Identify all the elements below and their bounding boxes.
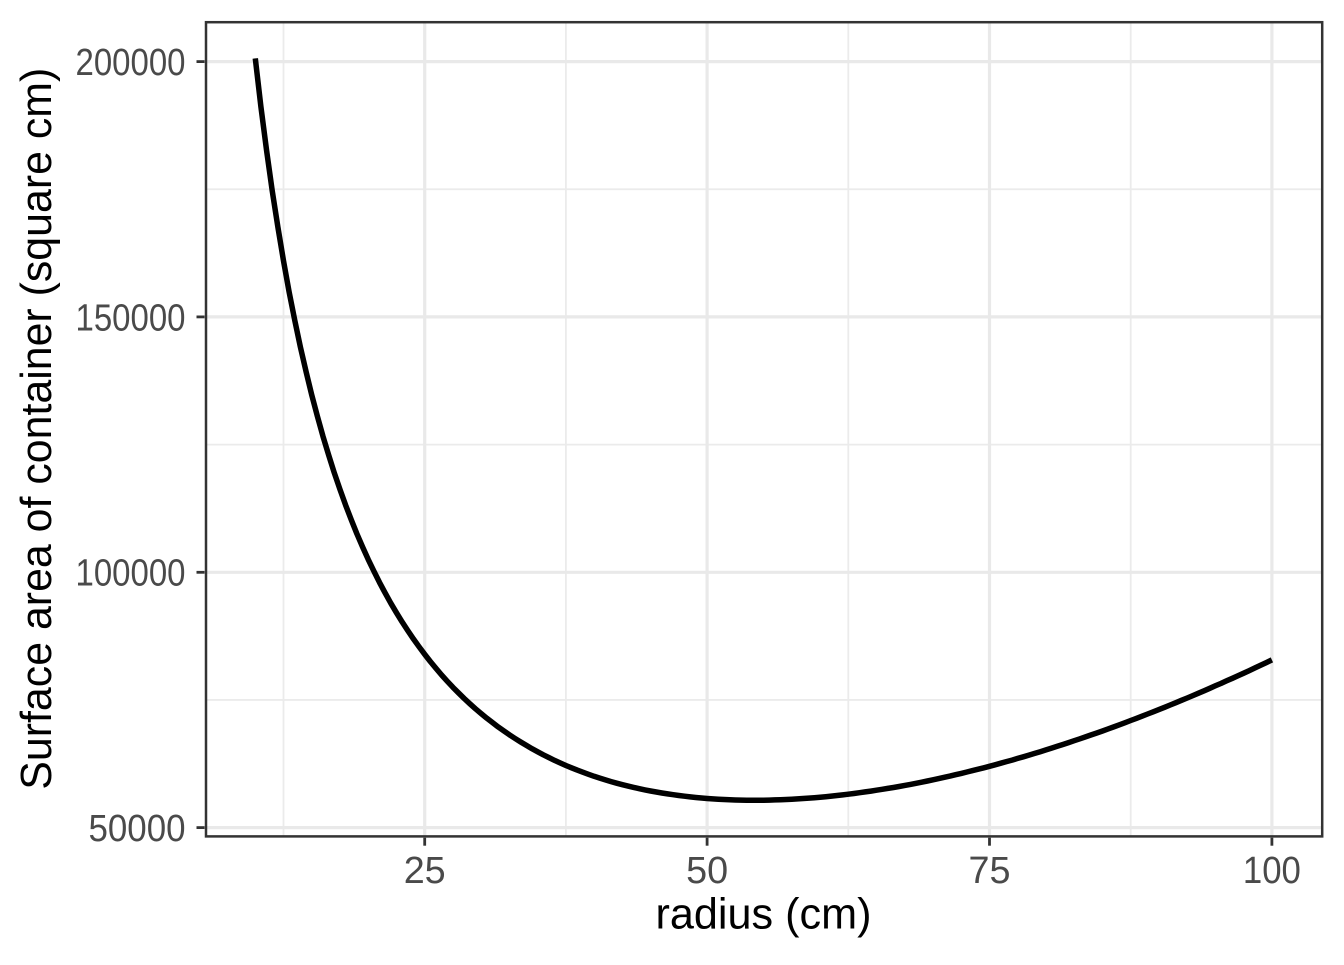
svg-text:radius (cm): radius (cm) xyxy=(656,890,872,939)
svg-text:25: 25 xyxy=(404,849,446,892)
svg-text:200000: 200000 xyxy=(76,41,186,84)
svg-text:50: 50 xyxy=(686,849,728,892)
svg-text:100000: 100000 xyxy=(76,552,186,595)
svg-text:Surface area of container (squ: Surface area of container (square cm) xyxy=(12,68,61,790)
svg-text:100: 100 xyxy=(1243,849,1301,892)
svg-text:150000: 150000 xyxy=(76,296,186,339)
svg-text:50000: 50000 xyxy=(89,807,186,850)
svg-text:75: 75 xyxy=(969,849,1011,892)
